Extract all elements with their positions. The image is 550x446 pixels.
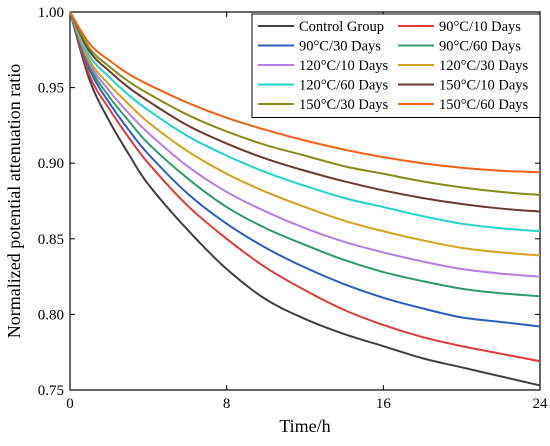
axis-labels: Time/h Normalized potential attenuation …: [4, 64, 331, 436]
legend-entry: 90°C/30 Days: [299, 39, 381, 55]
legend-entry: 120°C/60 Days: [299, 78, 389, 94]
x-tick-label: 8: [223, 396, 231, 412]
series-line-0: [69, 11, 541, 387]
legend-entry: 90°C/10 Days: [439, 19, 521, 35]
series-line-1: [69, 11, 541, 363]
series-line-7: [69, 11, 541, 213]
legend-entry: 150°C/30 Days: [299, 97, 389, 113]
series-line-6: [69, 11, 541, 233]
series-line-4: [69, 11, 541, 278]
series-line-3: [69, 11, 541, 298]
y-tick-label: 0.85: [38, 232, 64, 248]
axes: 0 8 16 24 0.75 0.80 0.85 0.90 0.95 1.00: [38, 5, 548, 412]
series-line-5: [69, 11, 541, 257]
series-lines: [69, 11, 541, 387]
x-tick-label: 16: [376, 396, 392, 412]
series-line-9: [69, 11, 541, 174]
series-line-8: [69, 11, 541, 196]
y-axis-label: Normalized potential attenuation ratio: [4, 64, 24, 338]
legend: Control Group 90°C/10 Days 90°C/30 Days 90°…: [251, 13, 541, 118]
legend-entry: 120°C/10 Days: [299, 58, 389, 74]
legend-entry: 120°C/30 Days: [439, 58, 529, 74]
plot-frame: [69, 11, 541, 391]
legend-entry: Control Group: [299, 19, 384, 35]
legend-box: [251, 13, 541, 118]
legend-entry: 150°C/60 Days: [439, 97, 529, 113]
y-tick-label: 0.90: [38, 156, 64, 172]
y-tick-label: 0.95: [38, 81, 64, 97]
x-tick-label: 0: [66, 396, 74, 412]
y-tick-label: 0.75: [38, 383, 64, 399]
legend-entry: 150°C/10 Days: [439, 78, 529, 94]
y-tick-label: 1.00: [38, 5, 64, 21]
x-tick-label: 24: [533, 396, 549, 412]
legend-entry: 90°C/60 Days: [439, 39, 521, 55]
y-tick-label: 0.80: [38, 307, 64, 323]
series-line-2: [69, 11, 541, 328]
x-axis-label: Time/h: [279, 416, 330, 436]
